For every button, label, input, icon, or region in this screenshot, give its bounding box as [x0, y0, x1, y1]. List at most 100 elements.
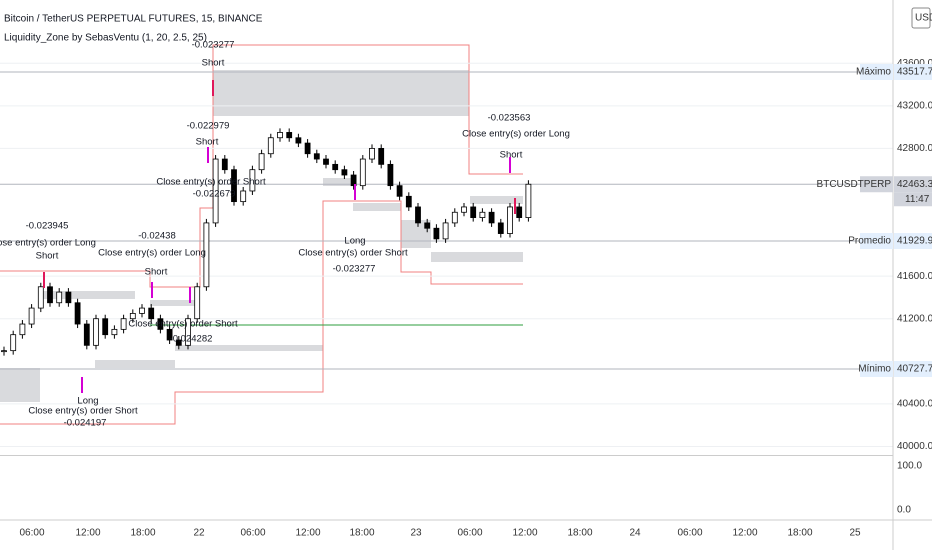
currency-button[interactable]: [911, 7, 931, 29]
price-tick-label: 43600.0: [897, 58, 932, 69]
marker-name: Mínimo: [858, 364, 891, 375]
candle: [369, 147, 375, 160]
candle: [387, 163, 394, 187]
marker-value-box: [894, 360, 932, 377]
marker-name: Máximo: [856, 67, 891, 78]
candle: [415, 206, 421, 224]
time-label: 18:00: [349, 528, 374, 539]
marker-value: 41929.9: [897, 236, 932, 247]
annotations: -0.023277 Short -0.022979 Short Close entry(…: [0, 40, 570, 429]
time-label: 23: [410, 528, 422, 539]
candle: [56, 291, 63, 304]
candle: [157, 318, 164, 330]
candle: [341, 169, 348, 176]
candle: [359, 158, 366, 187]
trade-annotation: -0.023277: [192, 40, 235, 51]
candle: [129, 312, 136, 320]
candle: [166, 328, 173, 341]
candle: [507, 206, 513, 234]
trade-annotation: -0.022679: [193, 189, 236, 200]
candle: [10, 334, 17, 352]
candle: [378, 147, 385, 165]
trade-annotation: Short: [202, 58, 225, 69]
lower-tick-label: 100.0: [897, 461, 922, 472]
time-label: 12:00: [732, 528, 757, 539]
candle: [286, 132, 293, 139]
candle: [525, 183, 532, 218]
candle: [258, 153, 265, 171]
candle: [267, 137, 274, 155]
trade-annotation: Short: [500, 150, 523, 161]
candle: [433, 227, 440, 240]
trade-annotation: -0.023945: [26, 221, 69, 232]
trade-annotation: Close entry(s) order Long: [462, 129, 570, 140]
liquidity-zones: [0, 44, 523, 425]
marker-name-box: [860, 64, 893, 80]
trade-annotation: -0.024197: [64, 418, 107, 429]
price-tick-label: 41600.0: [897, 271, 932, 282]
trade-annotation: Close entry(s) order Short: [128, 319, 238, 330]
marker-name: BTCUSDTPERP: [817, 179, 892, 190]
marker-value-box: [894, 176, 932, 193]
trade-annotation: Long: [77, 396, 98, 407]
price-tick-label: 40000.0: [897, 441, 932, 452]
time-label: 18:00: [130, 528, 155, 539]
trade-annotation: -0.023277: [333, 264, 376, 275]
trade-annotation: Short: [145, 267, 168, 278]
time-label: 06:00: [19, 528, 44, 539]
time-label: 25: [849, 528, 861, 539]
marker-name-box: [860, 176, 893, 193]
candle: [304, 142, 311, 155]
price-tick-label: 43200.0: [897, 100, 932, 111]
candle: [451, 211, 458, 224]
candle: [405, 195, 412, 208]
time-label: 12:00: [75, 528, 100, 539]
indicator-title: Liquidity_Zone by SebasVentu (1, 20, 2.5…: [4, 33, 207, 44]
trade-annotation: Close entry(s) order Short: [156, 177, 266, 188]
time-label: 06:00: [240, 528, 265, 539]
marker-name-box: [860, 233, 893, 250]
time-label: 12:00: [512, 528, 537, 539]
price-tick-label: 40400.0: [897, 399, 932, 410]
countdown: 11:47: [905, 194, 930, 205]
trade-annotation: -0.02438: [138, 231, 176, 242]
candle: [240, 190, 247, 203]
trade-annotation: -0.024282: [170, 334, 213, 345]
candle: [194, 286, 201, 320]
currency: USDT: [915, 13, 932, 24]
marker-value-box: [894, 233, 932, 250]
marker-value: 42463.3: [897, 179, 932, 190]
candle: [185, 318, 191, 346]
candle: [120, 318, 127, 330]
marker-value-box: [894, 64, 932, 80]
marker-name: Promedio: [848, 236, 891, 247]
lower-tick-label: 0.0: [897, 505, 911, 516]
time-label: 06:00: [457, 528, 482, 539]
trade-annotation: Close entry(s) order Short: [298, 248, 408, 259]
candle: [323, 158, 329, 165]
marker-value: 43517.7: [897, 67, 932, 78]
candle: [313, 153, 320, 160]
candle: [1, 350, 7, 353]
candle: [148, 307, 155, 320]
candle: [74, 302, 81, 325]
candle: [111, 328, 118, 336]
price-tick-label: 41200.0: [897, 313, 932, 324]
candle: [277, 132, 283, 139]
marker-name-box: [860, 360, 893, 377]
trade-annotation: -0.022979: [187, 121, 230, 132]
trade-annotation: -0.023563: [488, 113, 531, 124]
candle: [175, 339, 182, 346]
price-tick-label: 42800.0: [897, 143, 932, 154]
marker-value: 40727.7: [897, 364, 932, 375]
candle: [350, 174, 357, 187]
candle: [424, 222, 431, 229]
time-label: 18:00: [567, 528, 592, 539]
price-axis: 43600.0 43200.0 42800.0 41600.0 41200.0 40400…: [817, 58, 932, 516]
time-label: 18:00: [787, 528, 812, 539]
candle: [212, 158, 219, 224]
trade-annotation: Long: [344, 236, 365, 247]
trade-annotation: Close entry(s) order Long: [0, 238, 96, 249]
